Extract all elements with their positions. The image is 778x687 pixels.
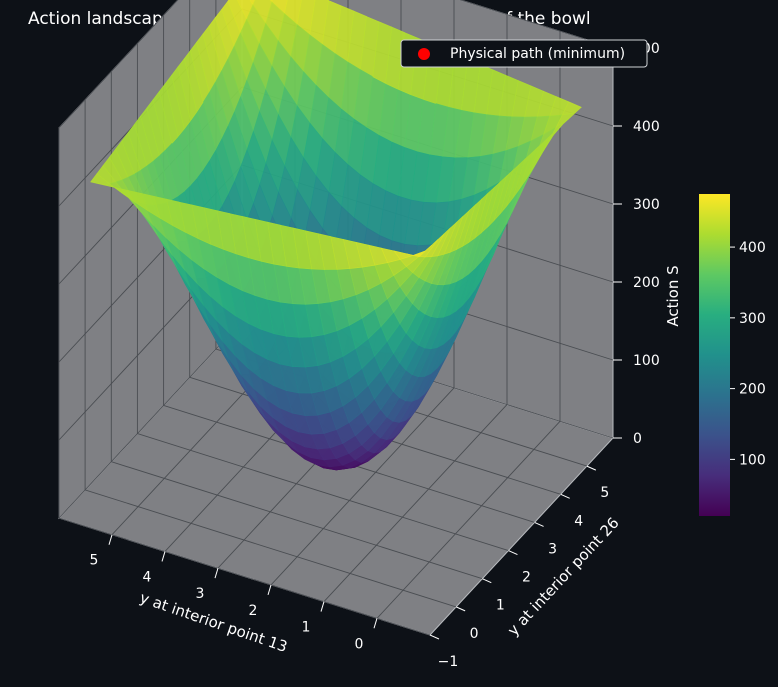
y-tick-mark bbox=[534, 521, 544, 527]
x-tick-mark bbox=[108, 534, 113, 545]
y-tick-mark bbox=[429, 634, 440, 640]
x-tick-mark bbox=[161, 551, 166, 562]
x-tick-label: 2 bbox=[249, 603, 258, 619]
y-tick-label: −1 bbox=[438, 654, 459, 670]
y-tick-label: 2 bbox=[522, 570, 531, 586]
surface-patch bbox=[406, 250, 426, 258]
colorbar-tick-label: 100 bbox=[739, 452, 766, 468]
x-axis-label: y at interior point 13 bbox=[138, 589, 290, 656]
y-tick-mark bbox=[560, 493, 570, 499]
x-tick-mark bbox=[320, 601, 325, 612]
z-tick-label: 300 bbox=[633, 197, 660, 213]
y-tick-mark bbox=[508, 550, 518, 556]
legend-box bbox=[400, 39, 648, 68]
surface-patch bbox=[249, 0, 256, 6]
x-tick-label: 3 bbox=[196, 586, 205, 602]
colorbar-ticks: 100 200 300 400 bbox=[730, 240, 766, 468]
x-tick-label: 0 bbox=[355, 636, 364, 652]
y-tick-label: 5 bbox=[600, 485, 609, 501]
z-tick-label: 100 bbox=[633, 353, 660, 369]
legend-marker bbox=[418, 48, 430, 60]
z-tick-label: 0 bbox=[633, 431, 642, 447]
y-tick-label: 1 bbox=[496, 598, 505, 614]
colorbar: 100 200 300 400 bbox=[699, 194, 766, 516]
colorbar-tick-label: 200 bbox=[739, 382, 766, 398]
legend: Physical path (minimum) bbox=[400, 39, 648, 68]
colorbar-tick-label: 400 bbox=[739, 240, 766, 256]
colorbar-gradient bbox=[699, 194, 730, 516]
x-tick-mark bbox=[267, 584, 272, 596]
z-tick-label: 200 bbox=[633, 275, 660, 291]
x-tick-label: 5 bbox=[90, 553, 99, 569]
z-tick-label: 400 bbox=[633, 119, 660, 135]
x-tick-mark bbox=[373, 618, 378, 629]
y-tick-mark bbox=[455, 606, 466, 612]
y-tick-label: 0 bbox=[470, 626, 479, 642]
x-tick-label: 4 bbox=[143, 569, 152, 585]
y-tick-label: 3 bbox=[548, 541, 557, 557]
z-axis-label: Action S bbox=[664, 265, 682, 326]
colorbar-tick-label: 300 bbox=[739, 311, 766, 327]
x-tick-label: 1 bbox=[302, 620, 311, 636]
y-tick-mark bbox=[482, 578, 492, 584]
x-tick-mark bbox=[214, 567, 219, 579]
y-tick-mark bbox=[586, 465, 597, 471]
gridline-z bbox=[58, 0, 614, 129]
legend-label: Physical path (minimum) bbox=[450, 46, 625, 62]
y-tick-label: 4 bbox=[574, 513, 583, 529]
